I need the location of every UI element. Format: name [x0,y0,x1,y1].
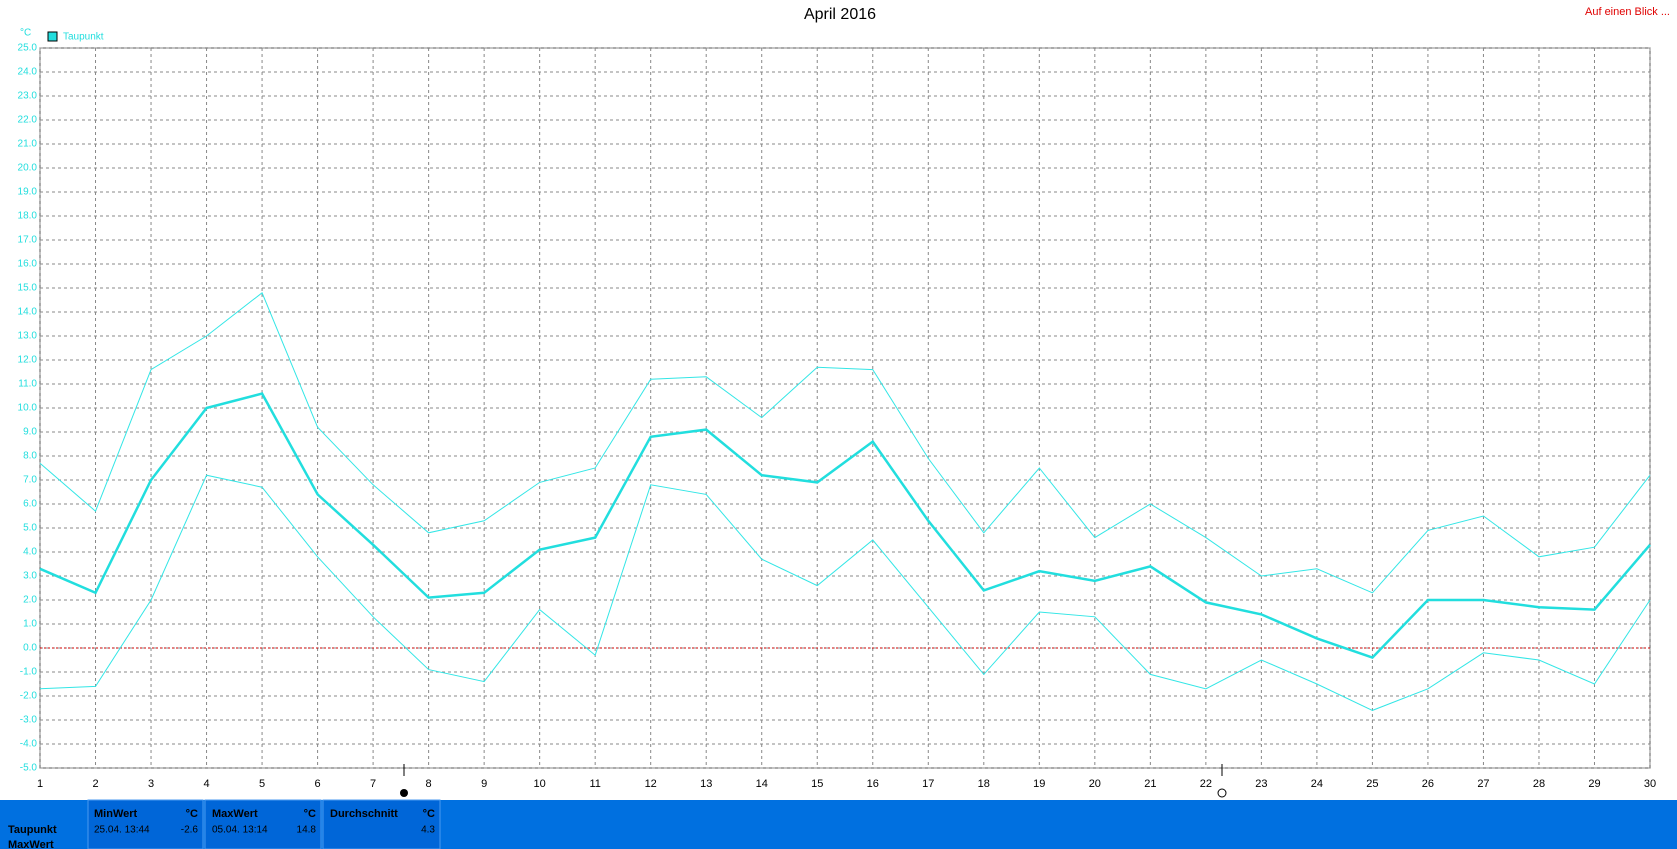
x-tick-label: 4 [203,778,209,790]
x-tick-label: 10 [534,778,546,790]
y-tick-label: 5.0 [23,523,37,534]
x-tick-label: 9 [481,778,487,790]
x-tick-label: 21 [1144,778,1156,790]
x-tick-label: 7 [370,778,376,790]
summary-min-time: 25.04. 13:44 [94,825,150,836]
summary-cell [322,799,441,849]
series-line [39,474,1651,711]
x-tick-label: 17 [922,778,934,790]
y-tick-label: 25.0 [18,43,38,54]
y-tick-label: -4.0 [20,739,38,750]
y-tick-label: 2.0 [23,595,37,606]
summary-unit: °C [423,808,435,820]
summary-average: 4.3 [421,825,435,836]
y-tick-label: 11.0 [18,379,37,390]
summary-unit: °C [186,808,198,820]
y-tick-label: 24.0 [18,67,38,78]
y-tick-label: -3.0 [20,715,38,726]
summary-max-time: 05.04. 13:14 [212,825,268,836]
y-tick-label: 22.0 [18,115,38,126]
y-tick-label: 21.0 [18,139,38,150]
summary-cell [204,799,322,849]
y-tick-label: 17.0 [18,235,38,246]
range-marker-icon[interactable] [400,789,408,797]
series-line [39,392,1651,660]
x-tick-label: 29 [1588,778,1600,790]
y-tick-label: -5.0 [20,763,38,774]
x-tick-label: 13 [700,778,712,790]
legend-label: Taupunkt [63,32,104,43]
x-tick-label: 26 [1422,778,1434,790]
x-tick-label: 16 [867,778,879,790]
y-tick-label: 7.0 [23,475,37,486]
y-tick-label: 18.0 [18,211,38,222]
plot: -5.0 -4.0 -3.0 -2.0 -1.0 0.0 1.0 2.0 3.0 4.0 5.0 6.… [18,43,1657,790]
x-tick-label: 27 [1477,778,1489,790]
y-tick-label: 13.0 [18,331,38,342]
x-tick-label: 1 [37,778,43,790]
x-tick-label: 19 [1033,778,1045,790]
x-tick-label: 30 [1644,778,1656,790]
y-tick-label: 14.0 [18,307,38,318]
summary-row-label: Taupunkt [8,824,57,836]
summary-unit: °C [304,808,316,820]
chart-title: April 2016 [804,6,876,23]
y-tick-label: 4.0 [23,547,37,558]
x-tick-label: 18 [978,778,990,790]
x-tick-label: 3 [148,778,154,790]
x-tick-label: 14 [756,778,768,790]
y-tick-label: 9.0 [23,427,37,438]
summary-header: Durchschnitt [330,808,398,820]
y-tick-label: 23.0 [18,91,38,102]
x-tick-label: 11 [589,778,600,790]
x-tick-label: 8 [426,778,432,790]
summary-cell [87,799,204,849]
range-marker-icon[interactable] [1217,788,1227,798]
y-tick-label: 12.0 [18,355,38,366]
y-tick-label: 15.0 [18,283,38,294]
y-tick-label: 8.0 [23,451,37,462]
x-tick-label: 12 [645,778,657,790]
y-tick-label: 19.0 [18,187,38,198]
y-tick-label: 10.0 [18,403,38,414]
y-tick-label: 20.0 [18,163,38,174]
y-tick-label: 0.0 [23,643,37,654]
x-tick-label: 15 [811,778,823,790]
summary-min-value: -2.6 [181,825,199,836]
summary-header: MaxWert [212,808,258,820]
summary-row-label: MaxWert [8,839,54,849]
summary-max-value: 14.8 [297,825,317,836]
x-tick-label: 25 [1366,778,1378,790]
y-unit: °C [20,28,31,39]
x-tick-label: 6 [315,778,321,790]
y-tick-label: 1.0 [23,619,37,630]
overview-link[interactable]: Auf einen Blick ... [1585,6,1670,18]
legend-swatch [47,31,58,42]
x-tick-label: 24 [1311,778,1323,790]
y-tick-label: -1.0 [20,667,38,678]
x-tick-label: 22 [1200,778,1212,790]
x-tick-label: 28 [1533,778,1545,790]
series-line [39,292,1651,594]
x-tick-label: 2 [92,778,98,790]
x-tick-label: 5 [259,778,265,790]
y-tick-label: 16.0 [18,259,38,270]
y-tick-label: 3.0 [23,571,37,582]
y-tick-label: -2.0 [20,691,38,702]
x-tick-label: 20 [1089,778,1101,790]
x-tick-label: 23 [1255,778,1267,790]
y-tick-label: 6.0 [23,499,37,510]
summary-header: MinWert [94,808,138,820]
